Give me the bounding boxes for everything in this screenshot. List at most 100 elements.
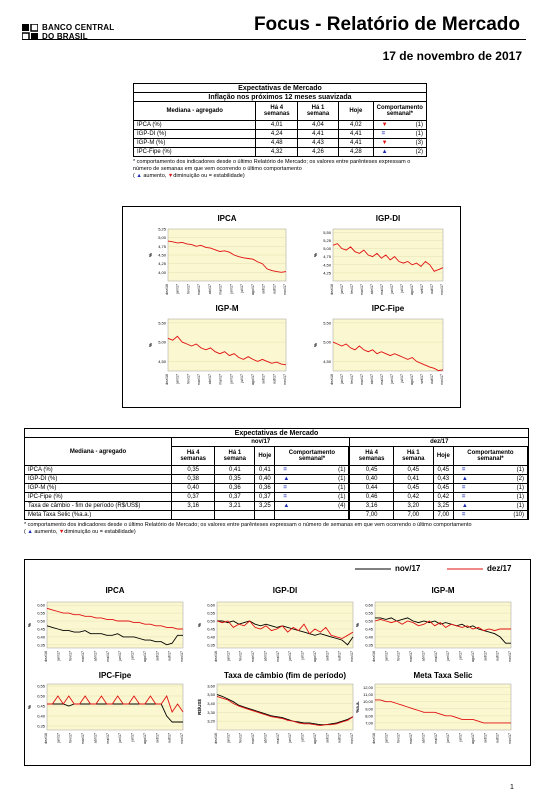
monthly-table-section: Expectativas de Mercado Mediana - agrega…	[24, 428, 529, 536]
x-tick-label: mar/17	[360, 374, 364, 385]
t2-b-1w: Há 1 semana	[392, 446, 434, 466]
trend-icon: =	[461, 494, 466, 500]
row-label: Taxa de câmbio - fim de período (R$/US$)	[24, 501, 172, 511]
y-tick-label: 0,35	[365, 642, 374, 647]
row-a1: 3,21	[214, 501, 256, 511]
x-tick-label: ago/17	[313, 733, 317, 744]
table2-legend: ( ▲ aumento, ▼diminuição ou = estabilida…	[24, 529, 136, 535]
x-tick-label: abr/17	[93, 651, 97, 661]
x-tick-label: dez/16	[214, 651, 218, 662]
trend-icon: ▲	[283, 476, 290, 482]
x-tick-label: jan/17	[176, 374, 180, 385]
row-b4: 0,40	[349, 474, 394, 484]
x-tick-label: fev/17	[397, 733, 401, 743]
row-label: IGP-DI (%)	[132, 129, 257, 139]
x-tick-label: nov/17	[283, 374, 287, 385]
table1-row: IPC-Fipe (%) 4,32 4,26 4,28 ▲ (2)	[132, 147, 428, 157]
y-tick-label: 5,25	[158, 227, 167, 232]
x-tick-label: abr/17	[208, 374, 212, 384]
x-tick-label: set/17	[483, 651, 487, 661]
y-tick-label: 0,40	[37, 634, 46, 639]
trend-icon: =	[283, 467, 287, 473]
y-axis-label: %	[355, 623, 360, 627]
x-tick-label: out/17	[168, 733, 172, 743]
row-today: 4,41	[338, 129, 374, 139]
y-tick-label: 0,55	[207, 611, 216, 616]
x-tick-label: jul/17	[131, 651, 135, 661]
chart-igp-di: IGP-DI 5,50 5,25 5,00 4,75 4,50 4,25% dez/16 jan…	[313, 214, 444, 295]
y-tick-label: 3,40	[207, 701, 216, 706]
x-tick-label: dez/16	[330, 284, 334, 295]
y-tick-label: 4,50	[158, 253, 167, 258]
x-tick-label: set/17	[483, 733, 487, 743]
t2-period2: dez/17	[349, 437, 529, 447]
chart-ipca: IPCA 0,60 0,55 0,50 0,45 0,40 0,35% dez/16 jan/1…	[27, 586, 184, 662]
y-tick-label: 3,20	[207, 719, 216, 724]
x-tick-label: jun/17	[229, 284, 233, 295]
table1-note: * comportamento dos indicadores desde o …	[133, 159, 411, 172]
chart-taxa-de-c-mbio-fim-de-per-odo-: Taxa de câmbio (fim de período) 3,60 3,50 3…	[197, 671, 354, 744]
plot-area	[46, 683, 184, 731]
col-today: Hoje	[338, 101, 374, 121]
table2-row: IGP-DI (%) 0,38 0,35 0,40 ▲ (1) 0,40 0,41…	[24, 474, 529, 484]
x-tick-label: out/17	[272, 284, 276, 294]
x-tick-label: jan/17	[176, 284, 180, 295]
y-tick-label: 0,45	[207, 626, 216, 631]
x-tick-label: mai/17	[276, 651, 280, 662]
row-atr: = (1)	[274, 492, 350, 502]
y-tick-label: 4,75	[323, 254, 332, 259]
chart-meta-taxa-selic: Meta Taxa Selic 12,00 11,00 10,00 9,00 8,00 7,…	[355, 671, 512, 744]
t2-period1: nov/17	[170, 437, 351, 447]
x-tick-label: jan/17	[56, 733, 60, 744]
x-tick-label: abr/17	[370, 374, 374, 384]
x-tick-label: set/17	[325, 733, 329, 743]
trend-icon: =	[461, 512, 466, 518]
trend-icon: =	[283, 485, 287, 491]
x-tick-label: jan/17	[384, 651, 388, 662]
y-axis-label: %	[313, 343, 318, 347]
x-tick-label: dez/16	[165, 284, 169, 295]
chart-title: Meta Taxa Selic	[414, 671, 474, 680]
x-tick-label: mar/17	[409, 733, 413, 744]
y-tick-label: 9,00	[365, 706, 374, 711]
x-tick-label: ago/17	[313, 651, 317, 662]
x-tick-label: fev/17	[186, 374, 190, 384]
row-a4: 0,37	[170, 492, 216, 502]
inflation-charts-svg: IPCA 5,25 5,00 4,75 4,50 4,25 4,00% dez/16 jan/1…	[148, 214, 444, 385]
y-tick-label: 5,25	[323, 238, 332, 243]
col-label: Mediana - agregado	[132, 101, 257, 121]
y-axis-label: %a.a.	[355, 701, 360, 713]
y-tick-label: 0,40	[37, 714, 46, 719]
y-tick-label: 10,00	[363, 699, 374, 704]
row-atr: = (1)	[274, 465, 350, 475]
x-tick-label: nov/17	[440, 284, 444, 295]
y-tick-label: 5,50	[323, 320, 332, 325]
chart-title: IPCA	[105, 586, 124, 595]
x-tick-label: out/17	[496, 651, 500, 661]
y-axis-label: %	[148, 253, 153, 257]
row-a1: 0,37	[214, 492, 256, 502]
x-tick-label: nov/17	[283, 284, 287, 295]
y-tick-label: 8,00	[365, 713, 374, 718]
down-triangle-icon: ▼	[167, 173, 174, 179]
x-tick-label: fev/17	[239, 733, 243, 743]
y-tick-label: 3,50	[207, 692, 216, 697]
y-tick-label: 0,45	[365, 626, 374, 631]
x-tick-label: mar/17	[251, 733, 255, 744]
chart-igp-m: IGP-M 0,60 0,55 0,50 0,45 0,40 0,35% dez/16 jan/…	[355, 586, 512, 662]
row-4w: 4,32	[255, 147, 298, 157]
x-tick-label: out/17	[338, 733, 342, 743]
trend-up-icon: ▲	[381, 149, 388, 155]
y-axis-label: %	[197, 623, 202, 627]
col-4w: Há 4 semanas	[255, 101, 298, 121]
header-divider	[22, 39, 526, 40]
row-trend: = (1)	[372, 129, 428, 139]
x-tick-label: nov/17	[180, 651, 184, 662]
row-at: 3,25	[254, 501, 276, 511]
y-axis-label: %	[27, 623, 32, 627]
x-tick-label: jan/17	[226, 651, 230, 662]
row-label: IGP-DI (%)	[24, 474, 172, 484]
t2-sep2	[527, 446, 529, 466]
x-tick-label: nov/17	[508, 733, 512, 744]
y-tick-label: 5,00	[158, 340, 167, 345]
